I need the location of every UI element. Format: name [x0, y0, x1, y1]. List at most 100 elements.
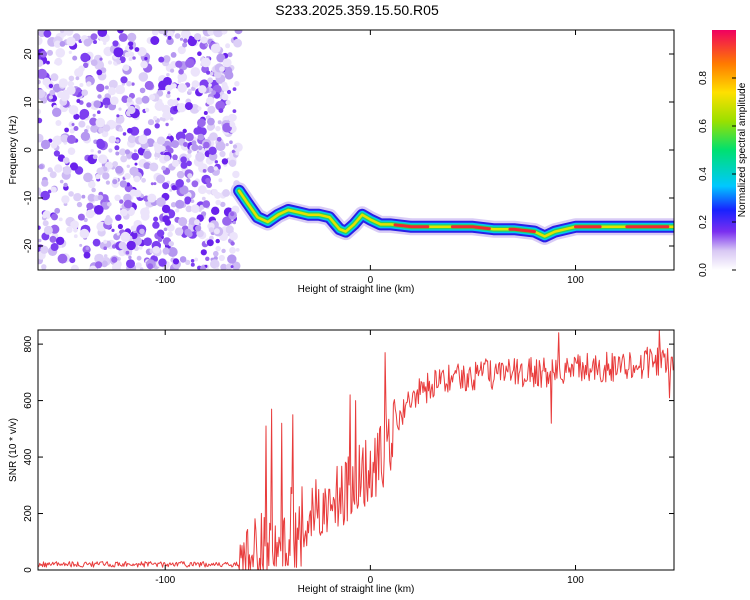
noise-speckle	[217, 120, 222, 125]
noise-speckle	[53, 40, 62, 48]
noise-speckle	[221, 30, 228, 35]
noise-speckle	[71, 123, 75, 126]
noise-speckle	[83, 62, 89, 68]
noise-speckle	[52, 107, 62, 118]
noise-speckle	[97, 110, 101, 114]
noise-speckle	[177, 83, 187, 93]
noise-speckle	[94, 253, 104, 264]
noise-speckle	[218, 254, 225, 262]
noise-speckle	[38, 225, 41, 230]
noise-speckle	[147, 119, 155, 126]
noise-speckle	[38, 164, 44, 170]
noise-speckle	[197, 106, 202, 111]
colorbar: 0.0 0.2 0.4 0.6 0.8 Normalized spectral ampl…	[698, 30, 748, 277]
noise-speckle	[83, 217, 88, 223]
noise-speckle	[112, 179, 118, 185]
noise-speckle	[120, 231, 131, 242]
noise-speckle	[175, 179, 184, 188]
ridge-peak	[237, 189, 674, 238]
noise-speckle	[216, 53, 226, 63]
noise-speckle	[95, 64, 100, 69]
noise-speckle	[187, 173, 193, 179]
noise-speckle	[119, 148, 127, 156]
noise-speckle	[198, 85, 207, 94]
noise-speckle	[54, 60, 58, 65]
noise-speckle	[225, 43, 231, 49]
noise-speckle	[190, 67, 201, 77]
noise-speckle	[121, 95, 129, 103]
noise-speckle	[172, 258, 180, 265]
noise-speckle	[73, 193, 82, 202]
noise-speckle	[216, 136, 222, 142]
noise-speckle	[214, 70, 222, 79]
noise-speckle	[215, 100, 226, 111]
noise-speckle	[229, 140, 233, 144]
noise-speckle	[131, 152, 139, 161]
noise-speckle	[83, 38, 92, 47]
noise-speckle	[102, 97, 111, 106]
noise-speckle	[108, 87, 116, 96]
noise-speckle	[116, 59, 122, 65]
noise-speckle	[202, 169, 207, 173]
noise-speckle	[115, 139, 120, 143]
noise-speckle	[88, 265, 98, 270]
x-tick-label: 100	[567, 275, 584, 286]
noise-speckle	[180, 156, 187, 163]
noise-speckle	[78, 120, 86, 128]
noise-speckle	[179, 185, 189, 195]
noise-speckle	[90, 124, 99, 133]
noise-speckle	[230, 211, 235, 217]
snr-frame	[37, 329, 675, 571]
noise-speckle	[59, 179, 64, 184]
noise-speckle	[201, 196, 206, 201]
noise-speckle	[227, 52, 233, 58]
spectrogram-noise-region	[38, 30, 243, 270]
noise-speckle	[150, 36, 160, 45]
noise-speckle	[225, 99, 231, 106]
noise-speckle	[105, 180, 110, 185]
noise-speckle	[169, 188, 173, 192]
noise-speckle	[96, 83, 105, 93]
colorbar-tick-label: 0.2	[698, 215, 709, 229]
noise-speckle	[124, 184, 133, 193]
noise-speckle	[104, 216, 113, 226]
noise-speckle	[92, 154, 98, 160]
noise-speckle	[127, 135, 136, 144]
noise-speckle	[86, 81, 92, 87]
noise-speckle	[104, 104, 109, 109]
noise-speckle	[141, 177, 147, 183]
noise-speckle	[80, 52, 90, 63]
y-tick-label: 800	[23, 335, 34, 352]
noise-speckle	[101, 130, 109, 138]
noise-speckle	[187, 149, 192, 154]
noise-speckle	[123, 199, 133, 209]
noise-speckle	[154, 101, 165, 111]
noise-speckle	[184, 228, 192, 236]
noise-speckle	[126, 80, 132, 87]
noise-speckle	[115, 118, 121, 124]
noise-speckle	[171, 83, 177, 89]
noise-speckle	[174, 33, 181, 39]
noise-speckle	[43, 225, 53, 235]
noise-speckle	[89, 117, 98, 126]
noise-speckle	[69, 128, 75, 134]
noise-speckle	[69, 162, 79, 171]
noise-speckle	[197, 118, 206, 128]
noise-speckle	[131, 82, 135, 86]
noise-speckle	[182, 128, 187, 134]
noise-speckle	[120, 155, 128, 163]
noise-speckle	[158, 56, 165, 63]
noise-speckle	[175, 199, 185, 209]
noise-speckle	[51, 213, 58, 221]
noise-speckle	[147, 193, 157, 203]
noise-speckle	[118, 33, 128, 42]
noise-speckle	[161, 165, 167, 171]
noise-speckle	[67, 134, 76, 144]
noise-speckle	[99, 57, 103, 61]
noise-speckle	[232, 170, 240, 179]
noise-speckle	[149, 94, 156, 101]
noise-speckle	[176, 170, 185, 179]
noise-speckle	[162, 182, 170, 190]
noise-speckle	[122, 132, 127, 136]
noise-speckle	[185, 205, 193, 213]
